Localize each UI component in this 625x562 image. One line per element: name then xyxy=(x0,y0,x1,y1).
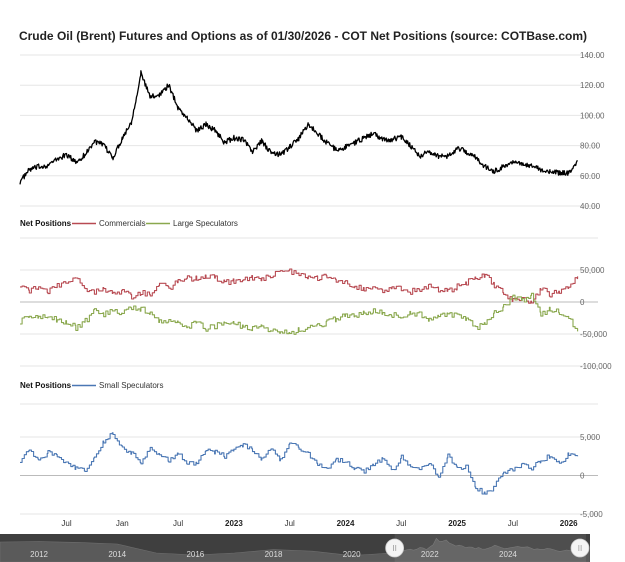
y-tick-label: 5,000 xyxy=(580,433,601,442)
small-speculators-line[interactable] xyxy=(20,432,579,495)
x-tick-label: 2023 xyxy=(225,519,243,528)
y-tick-label: 120.00 xyxy=(580,81,605,90)
y-tick-label: 60.00 xyxy=(580,172,601,181)
legend-commercials-label[interactable]: Commercials xyxy=(99,219,146,228)
y-axis-tick-labels: 40.00 60.00 80.00 100.00 120.00 140.00 -100,00… xyxy=(580,51,612,519)
commercials-line[interactable] xyxy=(20,268,579,304)
x-tick-label: 2025 xyxy=(448,519,466,528)
x-tick-label: Jul xyxy=(61,519,71,528)
net-positions-label: Net Positions xyxy=(20,219,72,228)
legend-commercials-large-speculators: Net Positions Commercials Large Speculat… xyxy=(20,219,238,228)
x-tick-label: Jul xyxy=(396,519,406,528)
y-tick-label: -5,000 xyxy=(580,510,603,519)
y-tick-label: 140.00 xyxy=(580,51,605,60)
navigator-right-handle-circle[interactable] xyxy=(570,538,590,558)
navigator-year-label: 2012 xyxy=(30,550,48,559)
y-tick-label: 80.00 xyxy=(580,142,601,151)
x-tick-label: Jul xyxy=(173,519,183,528)
x-tick-label: Jul xyxy=(508,519,518,528)
navigator-year-label: 2020 xyxy=(343,550,361,559)
navigator-year-label: 2018 xyxy=(265,550,283,559)
gridlines xyxy=(20,54,598,515)
navigator-selected-range[interactable] xyxy=(394,534,586,562)
legend-large-speculators-label[interactable]: Large Speculators xyxy=(173,219,238,228)
x-tick-label: Jul xyxy=(285,519,295,528)
grip-icon: II xyxy=(578,544,582,553)
y-tick-label: -100,000 xyxy=(580,362,612,371)
navigator-year-label: 2022 xyxy=(421,550,439,559)
y-tick-label: 50,000 xyxy=(580,266,605,275)
legend-small-speculators: Net Positions Small Speculators xyxy=(20,381,163,390)
x-tick-label: Jan xyxy=(116,519,129,528)
grip-icon: II xyxy=(392,544,396,553)
navigator-year-label: 2024 xyxy=(499,550,517,559)
navigator-left-handle[interactable]: II xyxy=(385,538,405,558)
data-series xyxy=(19,70,579,495)
large-speculators-line[interactable] xyxy=(20,292,579,335)
y-tick-label: 0 xyxy=(580,298,585,307)
net-positions-label-2: Net Positions xyxy=(20,381,72,390)
navigator-year-label: 2016 xyxy=(186,550,204,559)
navigator-left-handle-circle[interactable] xyxy=(385,538,405,558)
navigator-year-label: 2014 xyxy=(108,550,126,559)
navigator-right-handle[interactable]: II xyxy=(570,538,590,558)
range-navigator[interactable]: 2012 2014 2016 2018 2020 2022 2024 II II xyxy=(0,534,590,562)
x-tick-label: 2026 xyxy=(560,519,578,528)
chart-title: Crude Oil (Brent) Futures and Options as… xyxy=(19,29,587,43)
price-line[interactable] xyxy=(19,70,578,185)
navigator-year-labels: 2012 2014 2016 2018 2020 2022 2024 xyxy=(30,550,517,559)
y-tick-label: 0 xyxy=(580,472,585,481)
legend-small-speculators-label[interactable]: Small Speculators xyxy=(99,381,163,390)
x-tick-label: 2024 xyxy=(337,519,355,528)
y-tick-label: 100.00 xyxy=(580,111,605,120)
y-tick-label: 40.00 xyxy=(580,202,601,211)
x-axis-tick-labels: Jul Jan Jul 2023 Jul 2024 Jul 2025 Jul 2026 xyxy=(61,519,578,528)
y-tick-label: -50,000 xyxy=(580,330,608,339)
